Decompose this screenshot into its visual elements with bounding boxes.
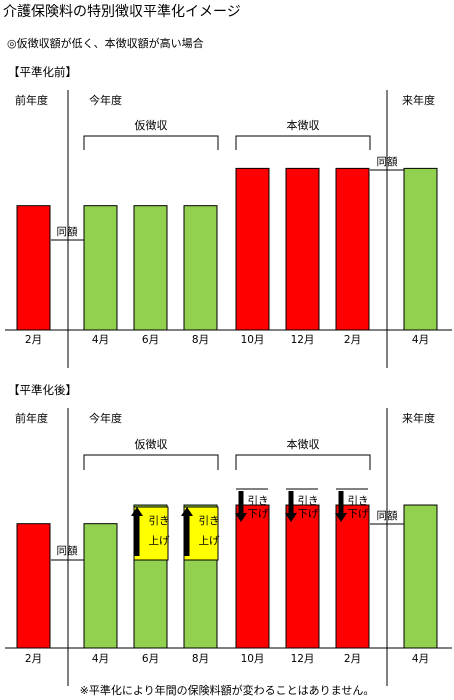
tick-label-before-1: 2月 [25, 334, 42, 346]
tick-label-before-7: 2月 [344, 334, 361, 346]
bar-after-1 [16, 523, 51, 649]
tick-labels-after: 2月 4月 6月 8月 10月 12月 2月 4月 [25, 653, 429, 665]
bar-after-7 [335, 504, 370, 649]
bar-before-1 [16, 205, 51, 331]
lower-label-10-line2: 下げ [248, 508, 269, 520]
bars-before [16, 167, 438, 331]
panel-before: 【平準化前】 前年度 今年度 来年度 仮徴収 本徴収 同額 同額 2月 4月 6月 8… [5, 65, 452, 368]
lower-label-12-line1: 引き [298, 494, 319, 507]
tick-label-before-2: 4月 [92, 334, 109, 346]
bars-after [16, 504, 438, 649]
raise-label-6-line1: 引き [149, 514, 170, 527]
panel-before-title: 【平準化前】 [8, 65, 77, 79]
lower-indicator-10: 引き 下げ [235, 488, 269, 522]
bracket-main-after [235, 454, 371, 470]
tick-label-after-4: 8月 [192, 653, 209, 665]
lower-indicator-2: 引き 下げ [335, 488, 369, 522]
raise-indicator-6: 引き 上げ [131, 506, 170, 561]
lower-indicator-12: 引き 下げ [285, 488, 319, 522]
raise-label-8-line1: 引き [199, 514, 220, 527]
panel-after-title: 【平準化後】 [8, 383, 77, 397]
bar-before-8 [403, 167, 438, 331]
up-arrow-icon [131, 507, 143, 556]
bracket-provisional [83, 135, 219, 150]
bar-after-6 [285, 504, 320, 649]
page-subtitle: ◎仮徴収額が低く、本徴収額が高い場合 [7, 36, 204, 50]
year-label-current: 今年度 [89, 93, 122, 107]
lower-label-12-line2: 下げ [298, 508, 319, 520]
same-label-left: 同額 [57, 225, 78, 238]
group-label-provisional: 仮徴収 [135, 118, 168, 132]
lower-label-2-line2: 下げ [348, 508, 369, 520]
down-arrow-icon [285, 491, 297, 522]
bar-before-4 [183, 205, 218, 331]
year-label-current-after: 今年度 [89, 411, 122, 425]
group-label-main-after: 本徴収 [287, 437, 320, 451]
same-label-left-after: 同額 [57, 544, 78, 557]
bar-after-5 [235, 504, 270, 649]
page-title: 介護保険料の特別徴収平準化イメージ [3, 4, 241, 20]
group-label-main: 本徴収 [287, 118, 320, 132]
tick-label-after-5: 10月 [241, 653, 265, 665]
raise-label-8-line2: 上げ [199, 535, 220, 547]
lower-label-2-line1: 引き [348, 494, 369, 507]
bar-before-3 [133, 205, 168, 331]
tick-label-before-5: 10月 [241, 334, 265, 346]
tick-label-after-6: 12月 [291, 653, 315, 665]
tick-label-before-6: 12月 [291, 334, 315, 346]
bracket-main [235, 135, 371, 150]
tick-labels-before: 2月 4月 6月 8月 10月 12月 2月 4月 [25, 334, 429, 346]
year-label-next-after: 来年度 [402, 411, 435, 425]
tick-label-after-3: 6月 [142, 653, 159, 665]
tick-label-after-1: 2月 [25, 653, 42, 665]
raise-label-6-line2: 上げ [149, 535, 170, 547]
year-label-next: 来年度 [402, 93, 435, 107]
group-label-provisional-after: 仮徴収 [135, 437, 168, 451]
tick-label-after-8: 4月 [412, 653, 429, 665]
same-label-right-after: 同額 [377, 509, 398, 522]
tick-label-after-7: 2月 [344, 653, 361, 665]
bar-before-6 [285, 167, 320, 331]
bar-before-2 [83, 205, 118, 331]
bar-after-8 [403, 504, 438, 649]
tick-label-before-4: 8月 [192, 334, 209, 346]
year-label-prev-after: 前年度 [15, 411, 48, 425]
bar-after-2 [83, 523, 118, 649]
lower-label-10-line1: 引き [248, 494, 269, 507]
tick-label-before-8: 4月 [412, 334, 429, 346]
footnote: ※平準化により年間の保険料額が変わることはありません。 [80, 683, 375, 697]
down-arrow-icon [235, 491, 247, 522]
same-label-right: 同額 [377, 155, 398, 168]
bracket-provisional-after [83, 454, 219, 470]
raise-indicator-8: 引き 上げ [181, 506, 220, 561]
bar-before-5 [235, 167, 270, 331]
raise-highlight-8 [183, 506, 219, 561]
down-arrow-icon [335, 491, 347, 522]
panel-after: 【平準化後】 前年度 今年度 来年度 仮徴収 本徴収 同額 同額 引き 上げ 引… [5, 383, 452, 686]
tick-label-before-3: 6月 [142, 334, 159, 346]
year-label-prev: 前年度 [15, 93, 48, 107]
tick-label-after-2: 4月 [92, 653, 109, 665]
bar-before-7 [335, 167, 370, 331]
up-arrow-icon [181, 507, 193, 556]
